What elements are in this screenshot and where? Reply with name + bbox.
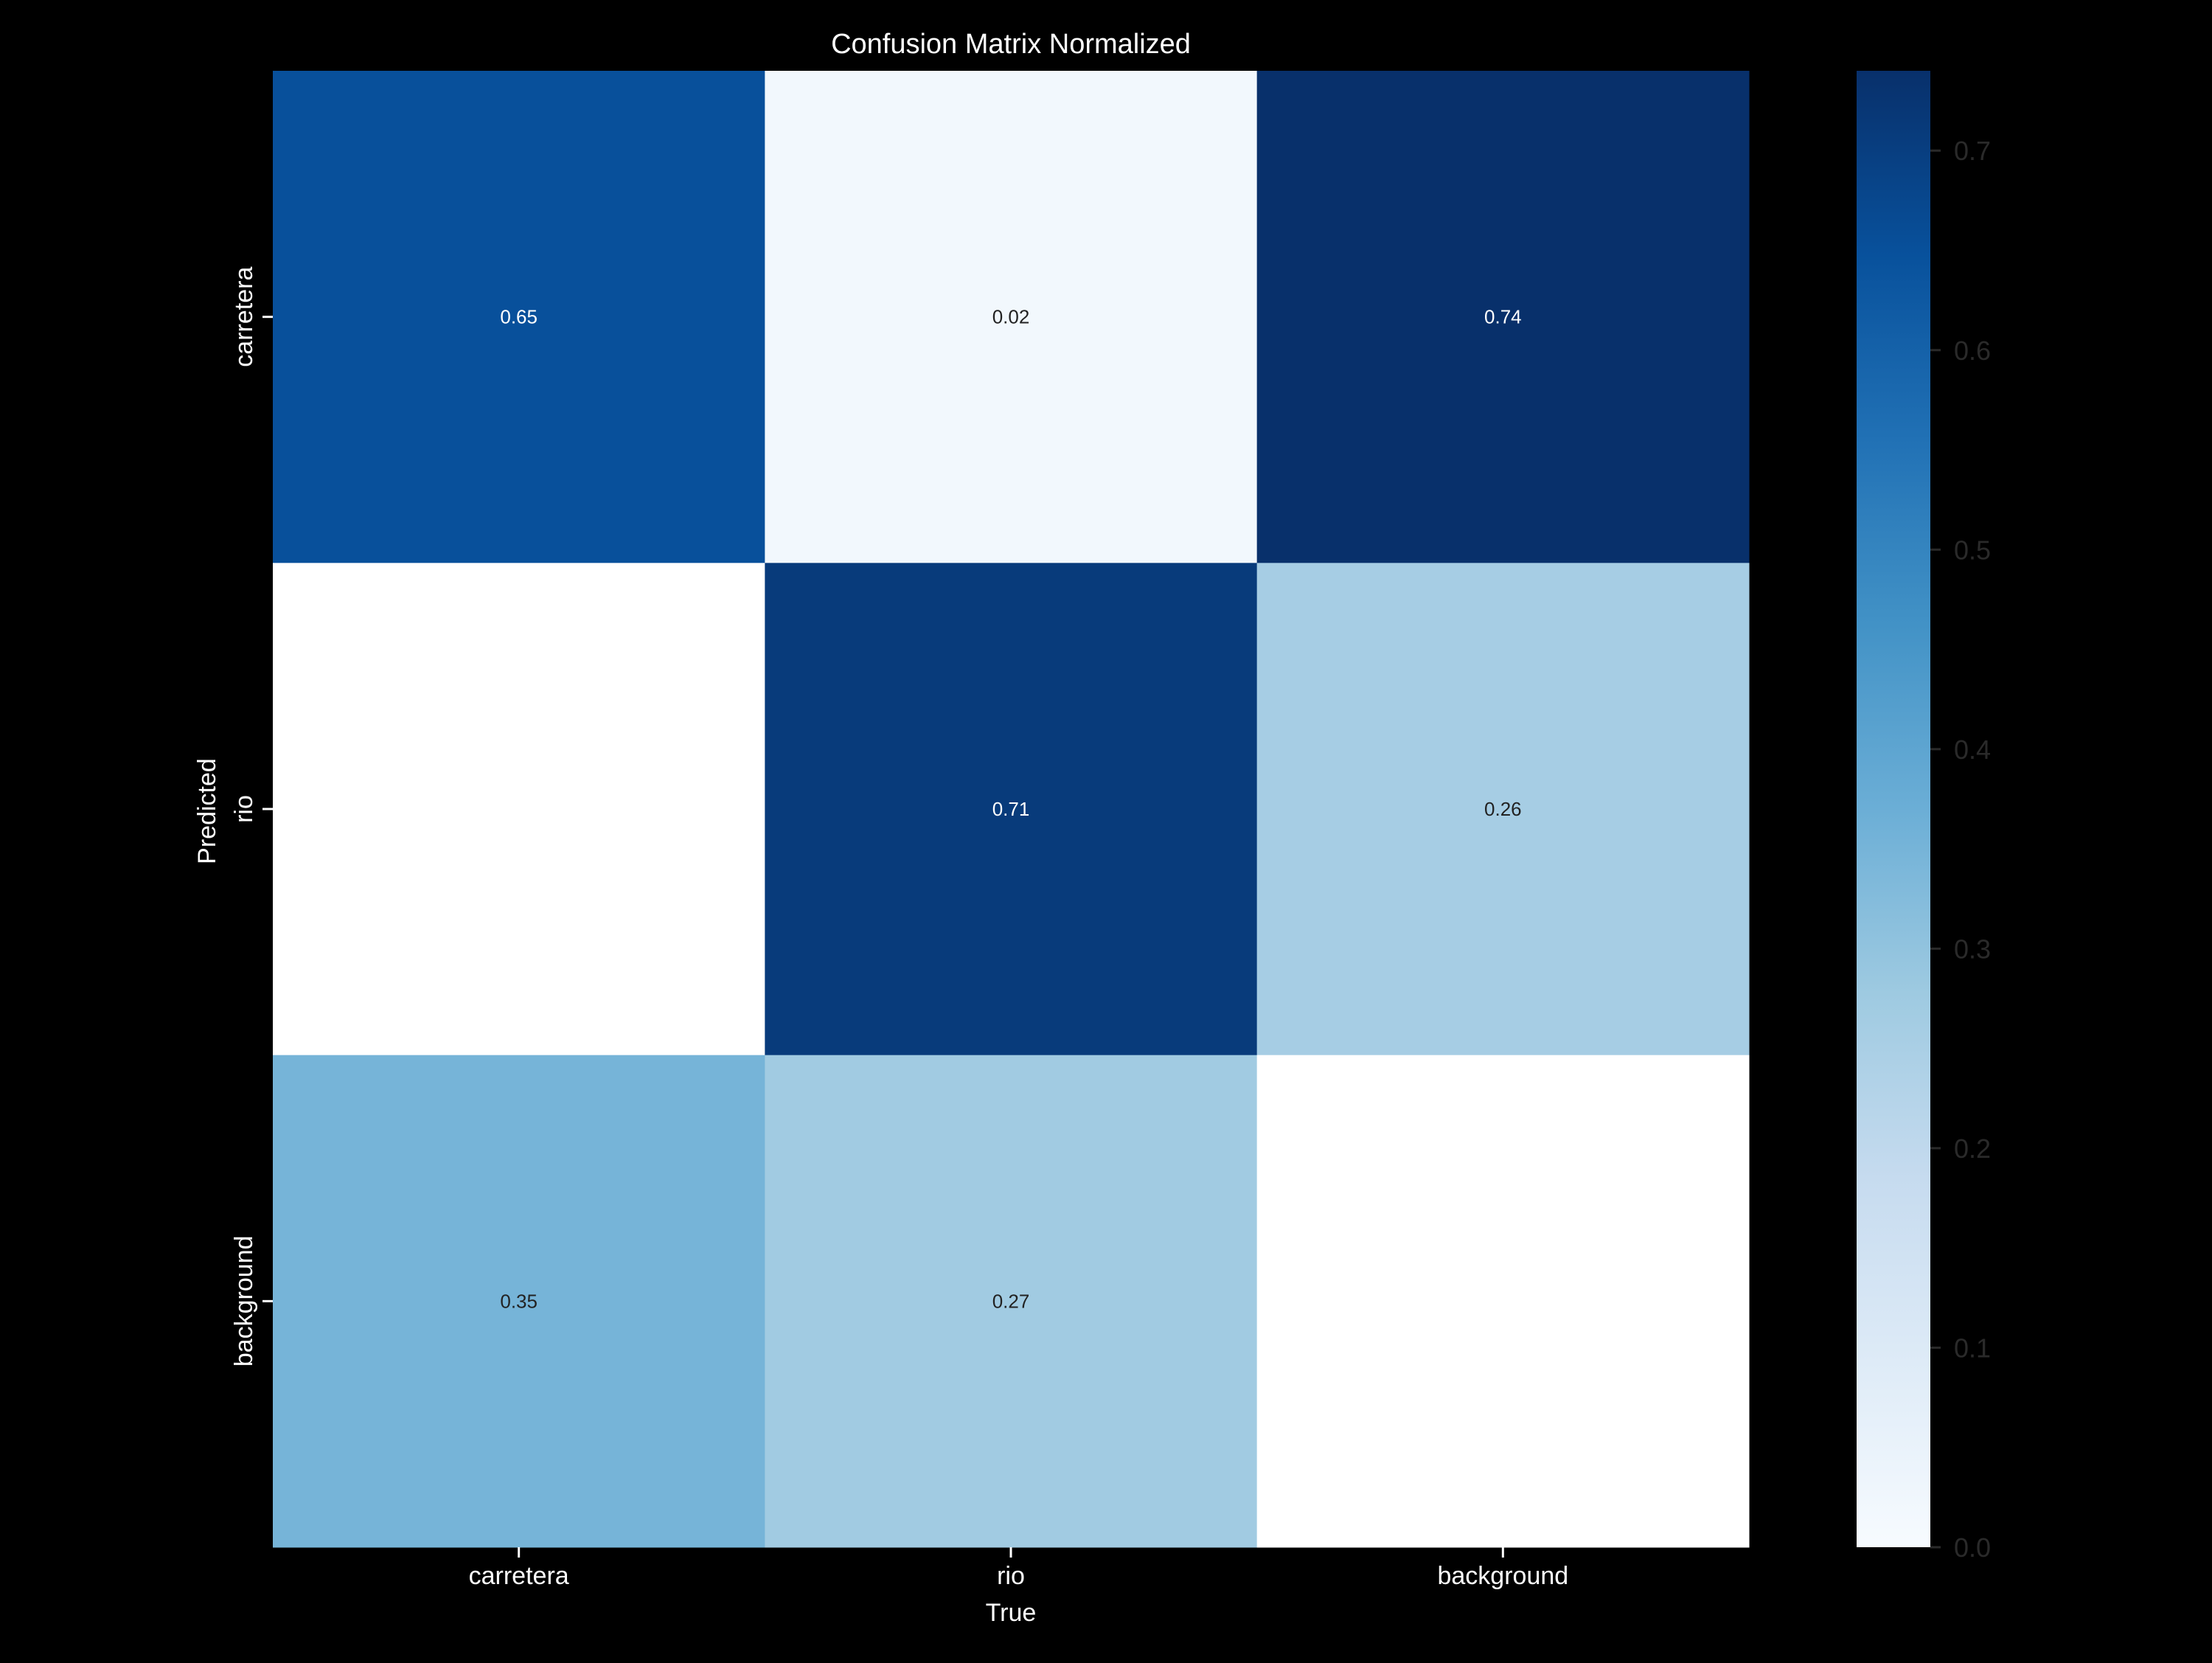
heatmap-cell-label: 0.26 <box>1484 798 1522 820</box>
y-axis-tick-label: background <box>230 1235 258 1367</box>
heatmap-cell <box>765 1055 1258 1548</box>
heatmap-cell-label: 0.74 <box>1484 306 1522 328</box>
heatmap-cell <box>273 1055 765 1548</box>
x-axis-tick-label: carretera <box>469 1562 569 1590</box>
x-axis-label: True <box>986 1599 1037 1627</box>
x-axis-tick-label: rio <box>997 1562 1025 1590</box>
y-axis-label: Predicted <box>193 758 221 864</box>
colorbar-tick-label: 0.1 <box>1954 1333 1991 1363</box>
heatmap-cell-labels: 0.65 0.02 0.74 0.71 0.26 0.35 0.27 <box>500 306 1521 1313</box>
y-axis-tick-label: rio <box>230 795 258 823</box>
heatmap-cell-label: 0.65 <box>500 306 538 328</box>
heatmap-cell <box>273 71 765 563</box>
heatmap-cell <box>273 563 765 1056</box>
heatmap-cell-label: 0.02 <box>992 306 1030 328</box>
heatmap-cell-label: 0.35 <box>500 1290 538 1312</box>
x-axis-tick-label: background <box>1437 1562 1568 1590</box>
heatmap-cell <box>1256 563 1750 1056</box>
heatmap-cell <box>765 71 1258 563</box>
colorbar-tick-label: 0.3 <box>1954 934 1991 964</box>
colorbar-tick-label: 0.0 <box>1954 1532 1991 1563</box>
heatmap-cell <box>1256 71 1750 563</box>
colorbar <box>1857 71 1930 1547</box>
heatmap-cell-label: 0.27 <box>992 1290 1030 1312</box>
colorbar-tick-label: 0.2 <box>1954 1133 1991 1164</box>
y-axis-tick-label: carretera <box>230 267 258 367</box>
colorbar-tick-label: 0.6 <box>1954 336 1991 366</box>
colorbar-tick-label: 0.4 <box>1954 735 1991 765</box>
heatmap-cell <box>765 563 1258 1056</box>
heatmap-cells <box>273 71 1750 1548</box>
colorbar-ticks: 0.0 0.1 0.2 0.3 0.4 0.5 0.6 0.7 <box>1930 136 1991 1563</box>
colorbar-tick-label: 0.7 <box>1954 136 1991 166</box>
colorbar-tick-label: 0.5 <box>1954 535 1991 565</box>
y-axis: carretera rio background <box>230 267 273 1367</box>
chart-title: Confusion Matrix Normalized <box>831 29 1191 60</box>
heatmap-cell <box>1256 1055 1750 1548</box>
heatmap-cell-label: 0.71 <box>992 798 1030 820</box>
x-axis: carretera rio background <box>469 1547 1568 1590</box>
